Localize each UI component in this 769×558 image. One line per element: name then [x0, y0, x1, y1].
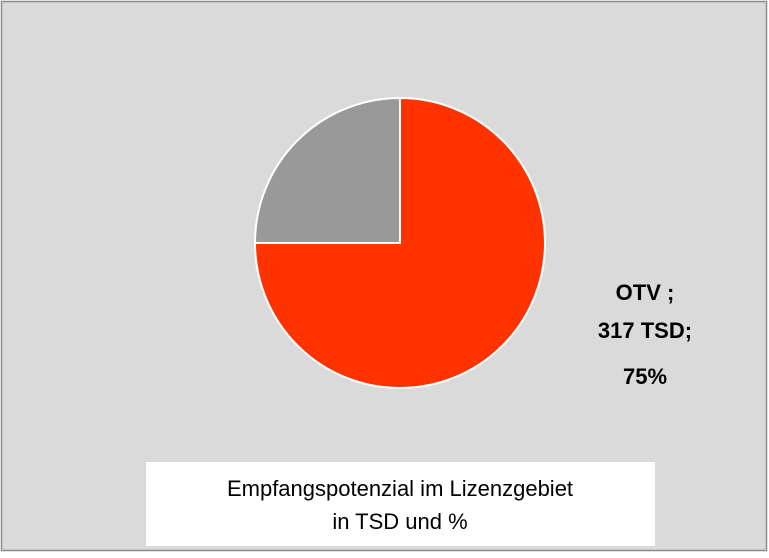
slice-label: OTV ; [616, 280, 675, 305]
pie-slice [253, 96, 401, 244]
slice-amount-label: 317 TSD; [598, 318, 692, 343]
title-box [146, 462, 655, 546]
slice-value-label: 75% [623, 364, 667, 389]
chart-subtitle: in TSD und % [332, 509, 467, 534]
chart-title: Empfangspotenzial im Lizenzgebiet [227, 476, 573, 501]
